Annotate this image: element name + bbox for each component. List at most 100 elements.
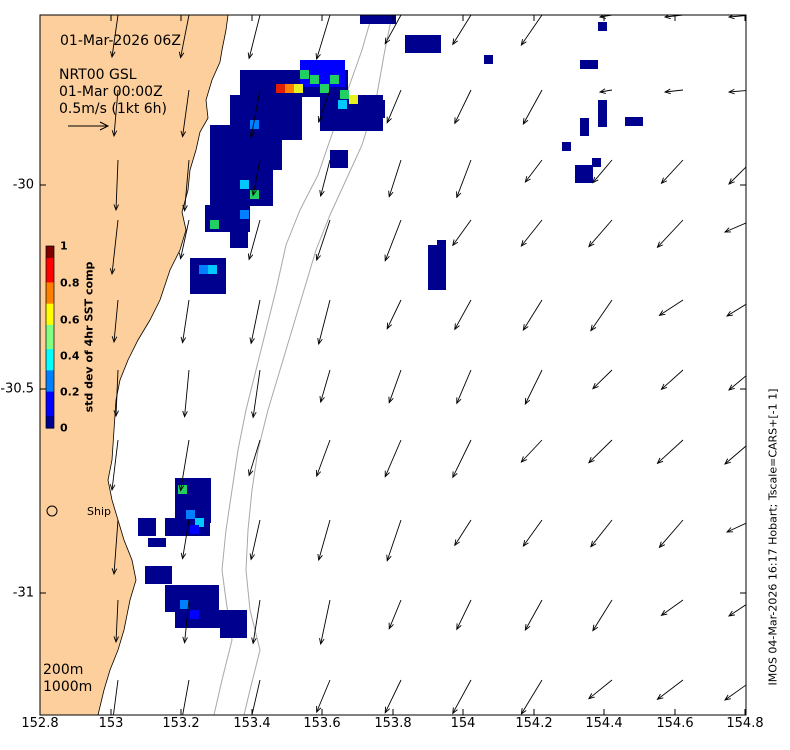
current-arrow-head bbox=[724, 694, 731, 701]
current-arrow-head bbox=[456, 623, 462, 631]
colorbar-segment bbox=[46, 409, 54, 414]
sst-pixel bbox=[293, 95, 302, 104]
sst-pixel bbox=[202, 478, 211, 487]
colorbar-tick-0: 0 bbox=[60, 421, 68, 435]
current-arrow bbox=[386, 89, 402, 123]
sst-pixel bbox=[249, 79, 258, 88]
colorbar-segment bbox=[46, 294, 54, 299]
current-arrow-head bbox=[452, 471, 458, 479]
current-arrow bbox=[661, 159, 684, 184]
sst-pixel bbox=[214, 214, 223, 223]
sst-pixel bbox=[349, 95, 358, 104]
colorbar-label: std dev of 4hr SST comp bbox=[82, 261, 96, 413]
colorbar-segment bbox=[46, 361, 54, 365]
sst-pixel bbox=[184, 496, 193, 505]
sst-pixel bbox=[202, 487, 211, 496]
y-tick-minus30: -30 bbox=[12, 177, 34, 193]
current-arrow-head bbox=[456, 397, 462, 405]
colorbar-segment bbox=[46, 273, 54, 277]
sst-pixel bbox=[340, 90, 349, 99]
current-arrow-head bbox=[524, 623, 531, 632]
current-arrow bbox=[664, 89, 684, 93]
sst-pixel bbox=[285, 79, 294, 88]
sst-pixel bbox=[239, 95, 248, 104]
sst-pixel bbox=[318, 69, 327, 78]
colorbar-segment bbox=[46, 300, 54, 305]
sst-pixel bbox=[175, 478, 184, 487]
current-arrow bbox=[180, 15, 190, 58]
sst-pixel bbox=[208, 258, 217, 267]
sst-pixel bbox=[210, 197, 219, 206]
current-arrow bbox=[113, 299, 119, 343]
colorbar-segment bbox=[46, 382, 54, 387]
sst-pixel bbox=[338, 122, 347, 131]
sst-pixel bbox=[148, 538, 157, 547]
sst-pixel bbox=[264, 161, 273, 170]
sst-pixel bbox=[320, 122, 329, 131]
sst-pixel bbox=[300, 70, 309, 79]
sst-pixel bbox=[201, 585, 210, 594]
sst-pixel bbox=[428, 245, 437, 254]
sst-pixel bbox=[285, 70, 294, 79]
sst-pixel bbox=[211, 610, 220, 619]
sst-pixel bbox=[192, 585, 201, 594]
current-arrow-head bbox=[315, 52, 321, 61]
current-arrow bbox=[726, 303, 746, 317]
colorbar-segment bbox=[46, 385, 54, 390]
sst-pixel bbox=[228, 125, 237, 134]
current-arrow bbox=[728, 604, 746, 617]
current-arrow-head bbox=[588, 456, 595, 464]
sst-pixel bbox=[428, 272, 437, 281]
colorbar-segment bbox=[46, 279, 54, 283]
current-arrow-head bbox=[249, 553, 255, 561]
sst-pixel bbox=[220, 629, 229, 638]
sst-pixel bbox=[174, 594, 183, 603]
sst-pixel bbox=[174, 518, 183, 527]
ship-marker[interactable] bbox=[46, 505, 58, 517]
sst-pixel bbox=[257, 104, 266, 113]
current-arrow-head bbox=[384, 254, 390, 262]
current-arrow bbox=[386, 299, 402, 329]
current-arrow bbox=[588, 679, 613, 700]
sst-pixel bbox=[248, 113, 257, 122]
current-arrow-head bbox=[728, 384, 735, 391]
sst-pixel bbox=[365, 122, 374, 131]
current-arrow bbox=[318, 519, 331, 561]
colorbar-segment bbox=[46, 288, 54, 293]
current-arrow-head bbox=[386, 554, 392, 562]
current-arrow-head bbox=[587, 693, 595, 700]
sst-pixel bbox=[145, 575, 154, 584]
sst-pixel bbox=[190, 285, 199, 294]
colorbar-segment bbox=[46, 321, 54, 326]
sst-pixel bbox=[165, 527, 174, 536]
sst-pixel bbox=[580, 127, 589, 136]
sst-pixel bbox=[239, 104, 248, 113]
colorbar-segment bbox=[46, 291, 54, 296]
sst-pixel bbox=[138, 518, 147, 527]
current-arrow-head bbox=[317, 553, 323, 562]
sst-pixel bbox=[202, 610, 211, 619]
current-arrow-head bbox=[723, 227, 732, 233]
current-arrow bbox=[590, 519, 613, 547]
colorbar-segment bbox=[46, 379, 54, 384]
current-arrow-head bbox=[524, 176, 531, 183]
scale-arrow-head bbox=[99, 121, 110, 131]
current-arrow bbox=[657, 679, 684, 700]
sst-pixel bbox=[217, 285, 226, 294]
colorbar-segment bbox=[46, 327, 54, 332]
current-arrow bbox=[316, 679, 331, 713]
current-arrow bbox=[250, 519, 261, 560]
current-arrow bbox=[184, 599, 190, 643]
data-source: NRT00 GSL bbox=[59, 67, 137, 83]
sst-pixel bbox=[264, 125, 273, 134]
sst-pixel bbox=[237, 197, 246, 206]
sst-pixel bbox=[318, 78, 327, 87]
sst-pixel bbox=[266, 95, 275, 104]
current-arrow bbox=[454, 299, 472, 330]
sst-pixel bbox=[327, 69, 336, 78]
sst-pixel bbox=[183, 585, 192, 594]
colorbar-segment bbox=[46, 400, 54, 405]
sst-pixel bbox=[246, 125, 255, 134]
current-arrow bbox=[456, 159, 472, 198]
sst-pixel bbox=[264, 188, 273, 197]
